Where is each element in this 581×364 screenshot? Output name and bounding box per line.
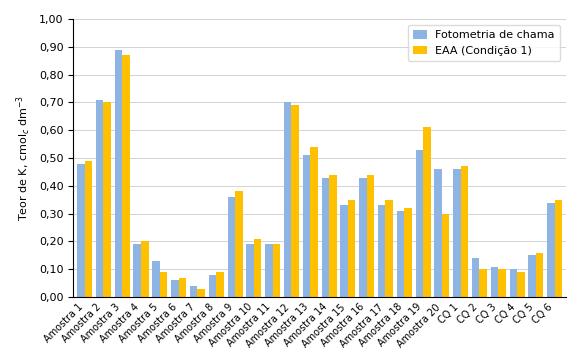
Bar [321, 178, 329, 297]
Bar [272, 244, 280, 297]
Bar [479, 269, 487, 297]
Bar [209, 275, 216, 297]
Bar [378, 205, 385, 297]
Bar [472, 258, 479, 297]
Bar [555, 200, 562, 297]
Bar [423, 127, 431, 297]
Bar [254, 239, 261, 297]
Bar [461, 166, 468, 297]
Bar [141, 241, 149, 297]
Bar [122, 55, 130, 297]
Bar [547, 202, 555, 297]
Bar [265, 244, 272, 297]
Bar [498, 269, 506, 297]
Bar [348, 200, 356, 297]
Bar [292, 105, 299, 297]
Bar [510, 269, 517, 297]
Bar [228, 197, 235, 297]
Bar [246, 244, 254, 297]
Bar [134, 244, 141, 297]
Bar [385, 200, 393, 297]
Bar [114, 50, 122, 297]
Bar [178, 278, 186, 297]
Legend: Fotometria de chama, EAA (Condição 1): Fotometria de chama, EAA (Condição 1) [408, 24, 561, 62]
Bar [397, 211, 404, 297]
Bar [303, 155, 310, 297]
Bar [160, 272, 167, 297]
Bar [359, 178, 367, 297]
Bar [85, 161, 92, 297]
Bar [284, 102, 292, 297]
Bar [528, 256, 536, 297]
Bar [96, 100, 103, 297]
Bar [404, 208, 412, 297]
Bar [517, 272, 525, 297]
Bar [216, 272, 224, 297]
Bar [536, 253, 543, 297]
Bar [152, 261, 160, 297]
Bar [453, 169, 461, 297]
Bar [198, 289, 205, 297]
Bar [415, 150, 423, 297]
Bar [235, 191, 242, 297]
Bar [340, 205, 348, 297]
Bar [103, 102, 111, 297]
Bar [442, 214, 450, 297]
Bar [77, 164, 85, 297]
Bar [190, 286, 198, 297]
Bar [367, 175, 374, 297]
Bar [491, 266, 498, 297]
Y-axis label: Teor de K, cmol$_c$ dm$^{-3}$: Teor de K, cmol$_c$ dm$^{-3}$ [15, 95, 33, 221]
Bar [171, 280, 178, 297]
Bar [310, 147, 318, 297]
Bar [329, 175, 336, 297]
Bar [435, 169, 442, 297]
